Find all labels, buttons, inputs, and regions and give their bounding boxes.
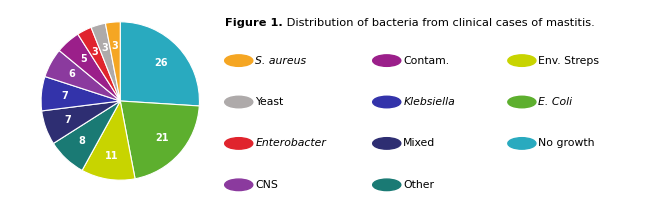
Text: 3: 3 [101,43,108,53]
Text: 26: 26 [154,58,168,68]
Text: Mixed: Mixed [403,138,436,148]
Text: CNS: CNS [255,180,278,190]
Ellipse shape [508,96,536,108]
Ellipse shape [225,179,253,191]
Text: E. Coli: E. Coli [538,97,573,107]
Text: Figure 1.: Figure 1. [226,18,283,28]
Wedge shape [53,101,120,170]
Wedge shape [82,101,135,180]
Wedge shape [41,77,120,111]
Text: S. aureus: S. aureus [255,56,306,66]
Text: Contam.: Contam. [403,56,449,66]
Wedge shape [45,50,120,101]
Text: 8: 8 [79,136,86,146]
Text: Distribution of bacteria from clinical cases of mastitis.: Distribution of bacteria from clinical c… [283,18,595,28]
Text: Env. Streps: Env. Streps [538,56,599,66]
Ellipse shape [225,96,253,108]
Text: 3: 3 [112,41,118,51]
Ellipse shape [508,55,536,66]
Wedge shape [42,101,120,143]
Ellipse shape [372,96,401,108]
Text: Other: Other [403,180,434,190]
Text: Yeast: Yeast [255,97,283,107]
Wedge shape [120,22,200,106]
Text: 11: 11 [105,151,118,161]
Ellipse shape [508,138,536,149]
Text: 3: 3 [92,47,98,57]
Text: Enterobacter: Enterobacter [255,138,326,148]
Ellipse shape [372,138,401,149]
Text: 21: 21 [155,133,168,143]
Ellipse shape [225,138,253,149]
Text: 6: 6 [68,69,75,79]
Text: 7: 7 [65,115,72,125]
Wedge shape [59,34,120,101]
Wedge shape [78,27,120,101]
Text: 7: 7 [62,91,68,101]
Text: No growth: No growth [538,138,595,148]
Wedge shape [91,23,120,101]
Wedge shape [120,101,200,179]
Wedge shape [105,22,120,101]
Text: Klebsiella: Klebsiella [403,97,455,107]
Ellipse shape [372,179,401,191]
Ellipse shape [372,55,401,66]
Text: 5: 5 [80,54,87,64]
Ellipse shape [225,55,253,66]
